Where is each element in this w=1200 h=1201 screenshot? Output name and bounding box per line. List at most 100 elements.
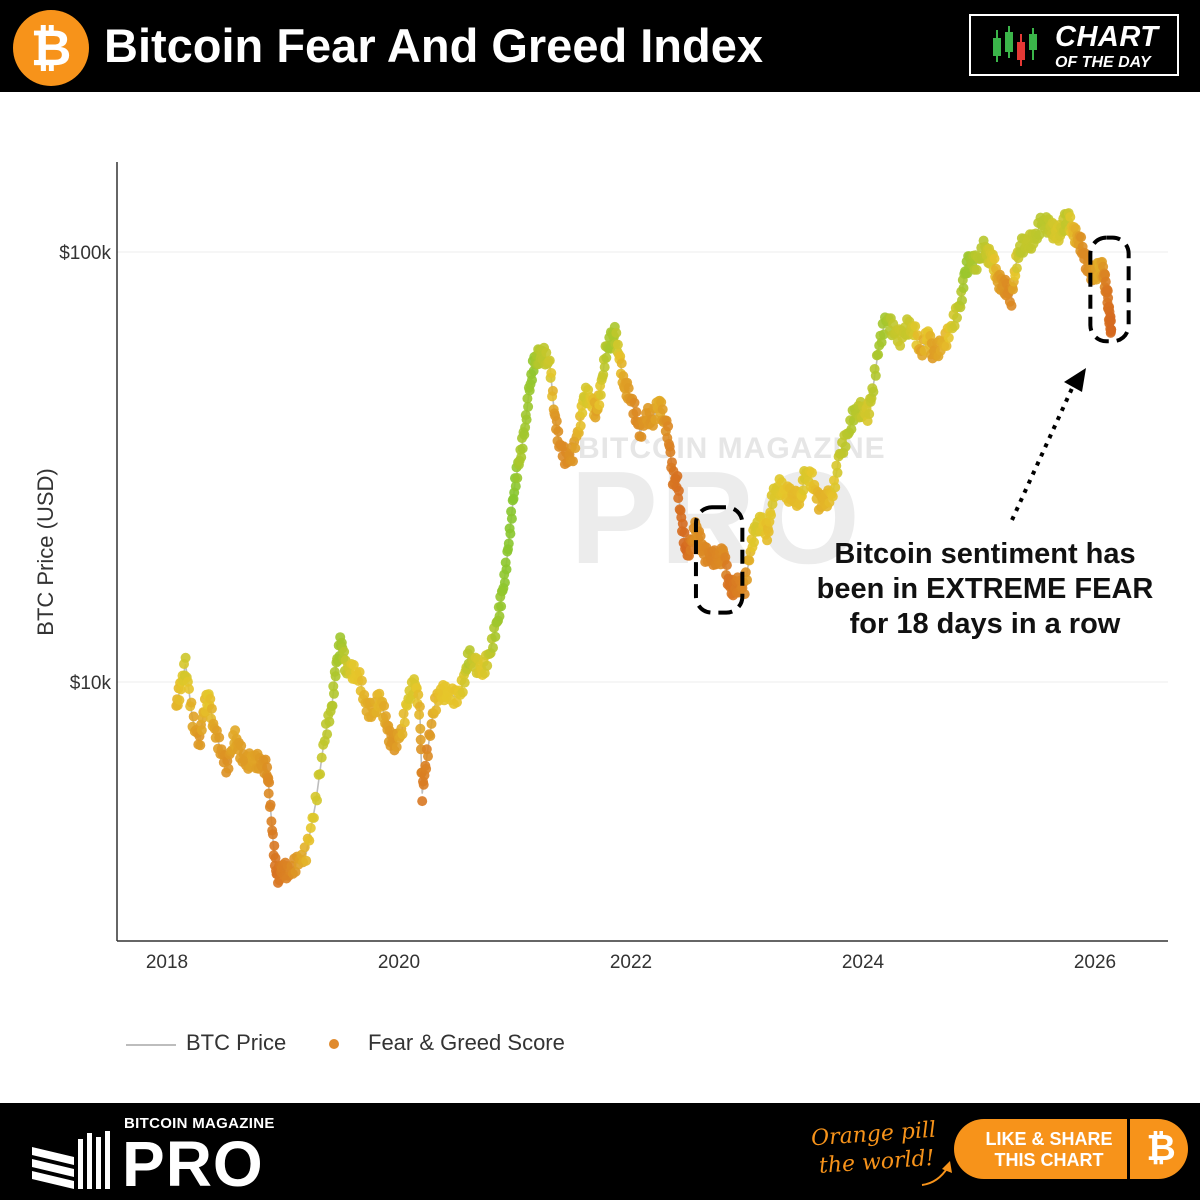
bitcoin-logo-glyph: ₿: [30, 19, 72, 77]
fear-greed-point: [417, 796, 428, 807]
fear-greed-point: [459, 677, 470, 688]
fear-greed-point: [830, 482, 841, 493]
legend-fear-greed[interactable]: Fear & Greed Score: [368, 1030, 565, 1055]
fear-greed-point: [503, 538, 514, 549]
fear-greed-point: [577, 408, 588, 419]
fear-greed-point: [1006, 300, 1017, 311]
fear-greed-point: [374, 688, 385, 699]
share-button-label: LIKE & SHARE THIS CHART: [974, 1129, 1124, 1171]
x-tick-label: 2022: [610, 952, 652, 973]
fear-greed-point: [744, 555, 755, 566]
fear-greed-point: [269, 840, 280, 851]
fear-greed-point: [488, 642, 498, 653]
fear-greed-point: [206, 703, 217, 714]
fear-greed-point: [418, 779, 429, 790]
fear-greed-point: [356, 675, 367, 686]
fear-greed-point: [840, 441, 851, 452]
fear-greed-point: [266, 816, 277, 827]
share-line-1: LIKE & SHARE: [985, 1129, 1113, 1149]
x-tick-label: 2026: [1074, 952, 1116, 973]
legend-line-marker: [126, 1044, 176, 1046]
brand-small-text: BITCOIN MAGAZINE: [124, 1115, 275, 1132]
fear-greed-point: [308, 812, 319, 823]
y-axis-label: BTC Price (USD): [33, 468, 58, 636]
brand-pro-text: PRO: [122, 1128, 264, 1200]
fear-greed-point: [544, 355, 555, 366]
fear-greed-point: [505, 528, 516, 539]
fear-greed-point: [223, 763, 234, 774]
fear-greed-point: [958, 283, 969, 293]
fear-greed-point: [304, 835, 315, 846]
annotation-line-2: been in EXTREME FEAR: [816, 573, 1154, 605]
fear-greed-point: [315, 769, 326, 780]
fear-greed-point: [598, 369, 609, 380]
fear-greed-point: [301, 855, 312, 866]
watermark-line-1: BITCOIN MAGAZINE: [578, 432, 886, 465]
fear-greed-point: [721, 560, 732, 571]
fear-greed-point: [230, 725, 241, 736]
fear-greed-point: [925, 330, 936, 341]
fear-greed-point: [236, 740, 247, 751]
fear-greed-point: [943, 332, 954, 343]
annotation-line-1: Bitcoin sentiment has: [834, 538, 1136, 570]
fear-greed-point: [324, 716, 335, 727]
fear-greed-point: [415, 734, 426, 745]
fear-greed-point: [397, 729, 408, 740]
highlight-box: [693, 505, 745, 615]
fear-greed-point: [616, 358, 627, 369]
fear-greed-point: [354, 667, 365, 677]
fear-greed-point: [570, 443, 581, 454]
fear-greed-point: [519, 429, 530, 440]
fear-greed-point: [322, 729, 333, 740]
fear-greed-point: [623, 383, 634, 394]
fear-greed-point: [175, 684, 186, 695]
fear-greed-point: [599, 362, 610, 373]
fear-greed-point: [413, 689, 424, 700]
fear-greed-point: [846, 424, 857, 435]
fear-greed-point: [766, 510, 776, 521]
fear-greed-point: [414, 709, 425, 720]
fear-greed-point: [910, 321, 921, 332]
fear-greed-point: [316, 752, 327, 763]
fear-greed-point: [305, 823, 316, 833]
fear-greed-point: [1011, 263, 1022, 274]
fear-greed-point: [1100, 276, 1111, 287]
fear-greed-point: [270, 853, 281, 863]
annotation-line-3: for 18 days in a row: [849, 608, 1121, 640]
like-share-button[interactable]: LIKE & SHARE THIS CHART ₿: [954, 1119, 1188, 1179]
fear-greed-point: [329, 688, 339, 699]
fear-greed-point: [553, 426, 564, 437]
fear-greed-point: [398, 708, 409, 719]
fear-greed-point: [423, 751, 433, 762]
fear-greed-point: [426, 718, 437, 729]
fear-greed-point: [512, 473, 523, 483]
fear-greed-point: [196, 725, 207, 736]
x-tick-label: 2024: [842, 952, 885, 973]
fear-greed-point: [685, 545, 696, 556]
fear-greed-point: [673, 485, 684, 496]
fear-greed-point: [399, 717, 410, 728]
fear-greed-point: [520, 422, 531, 433]
fear-greed-point: [195, 740, 206, 751]
chart-area: BITCOIN MAGAZINE PRO $10k $100k 2018 2020 20…: [0, 92, 1200, 1103]
fear-greed-point: [188, 711, 199, 722]
fear-greed-point: [415, 723, 426, 734]
fear-greed-point: [517, 443, 528, 454]
fear-greed-point: [631, 407, 642, 417]
chart-annotation: Bitcoin sentiment has been in EXTREME FE…: [800, 537, 1170, 642]
x-tick-label: 2018: [146, 952, 188, 973]
fear-greed-point: [583, 384, 594, 395]
legend-btc-price[interactable]: BTC Price: [186, 1030, 287, 1055]
fear-greed-point: [541, 347, 552, 358]
fear-greed-point: [864, 409, 875, 419]
y-tick-label: $100k: [59, 243, 111, 264]
fear-greed-point: [312, 795, 322, 806]
chart-svg: $10k $100k 2018 2020 2022 2024 2026: [59, 162, 1168, 973]
x-tick-label: 2020: [378, 952, 420, 973]
fear-greed-point: [523, 401, 534, 412]
fear-greed-point: [665, 447, 676, 458]
highlight-box: [1088, 235, 1131, 344]
fear-greed-point: [264, 777, 275, 788]
fear-greed-point: [672, 471, 683, 481]
fear-greed-point: [501, 564, 512, 575]
